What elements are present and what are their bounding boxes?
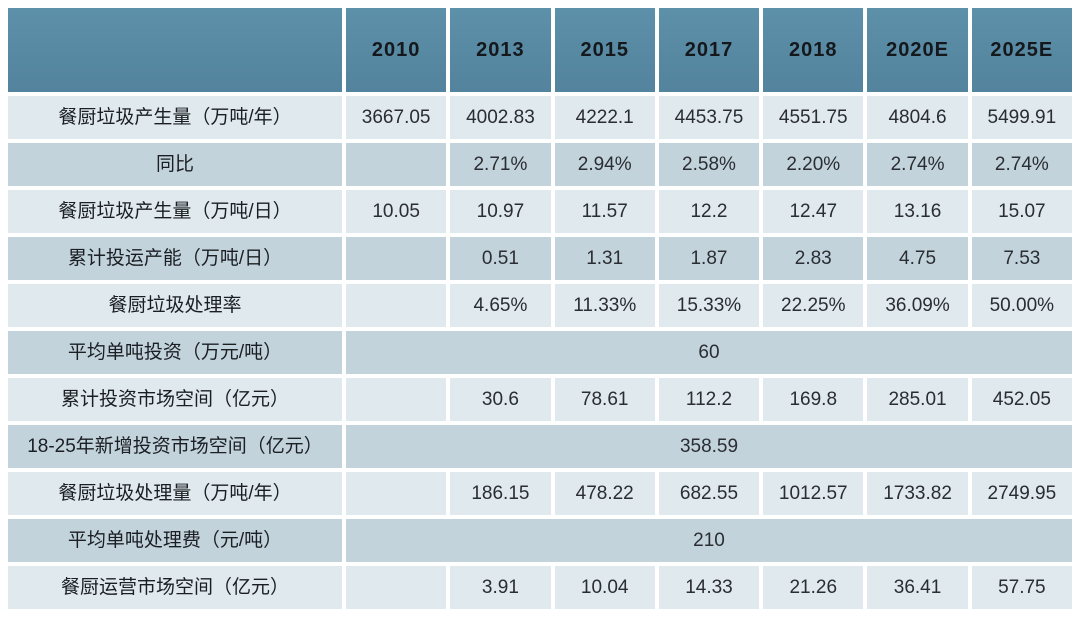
- row-label-cell: 同比: [8, 143, 342, 186]
- value-cell: 5499.91: [971, 96, 1072, 139]
- value-cell: 14.33: [658, 566, 760, 609]
- table-row: 餐厨垃圾处理率 4.65% 11.33% 15.33% 22.25% 36.09% 50.0…: [8, 284, 1072, 327]
- value-cell: 186.15: [450, 472, 551, 515]
- row-label-cell: 平均单吨处理费（元/吨）: [8, 519, 342, 562]
- header-cell-2025e: 2025E: [971, 8, 1072, 92]
- table-row: 累计投资市场空间（亿元） 30.6 78.61 112.2 169.8 285.01 452…: [8, 378, 1072, 421]
- value-cell: 3.91: [450, 566, 551, 609]
- value-cell: 2749.95: [971, 472, 1072, 515]
- value-cell: 452.05: [971, 378, 1072, 421]
- row-label-cell: 18-25年新增投资市场空间（亿元）: [8, 425, 342, 468]
- value-cell: 57.75: [971, 566, 1072, 609]
- row-label-cell: 平均单吨投资（万元/吨）: [8, 331, 342, 374]
- value-cell: 112.2: [658, 378, 760, 421]
- value-cell: 12.2: [658, 190, 760, 233]
- value-cell: 4.75: [867, 237, 968, 280]
- value-cell: 2.94%: [554, 143, 655, 186]
- value-cell: 478.22: [554, 472, 655, 515]
- value-cell: 11.33%: [554, 284, 655, 327]
- merged-value-cell: 358.59: [346, 425, 1072, 468]
- value-cell: 50.00%: [971, 284, 1072, 327]
- merged-value-cell: 210: [346, 519, 1072, 562]
- value-cell: 1.87: [658, 237, 760, 280]
- value-cell: 21.26: [763, 566, 864, 609]
- value-cell: 2.71%: [450, 143, 551, 186]
- table-row: 餐厨垃圾产生量（万吨/年） 3667.05 4002.83 4222.1 4453.75…: [8, 96, 1072, 139]
- value-cell: 1.31: [554, 237, 655, 280]
- header-cell-2020e: 2020E: [867, 8, 968, 92]
- header-cell-2013: 2013: [450, 8, 551, 92]
- value-cell: 78.61: [554, 378, 655, 421]
- table-row: 平均单吨处理费（元/吨） 210: [8, 519, 1072, 562]
- row-label-cell: 餐厨垃圾处理率: [8, 284, 342, 327]
- value-cell: 4002.83: [450, 96, 551, 139]
- value-cell: 15.33%: [658, 284, 760, 327]
- value-cell: 2.74%: [971, 143, 1072, 186]
- value-cell: 4222.1: [554, 96, 655, 139]
- value-cell: 30.6: [450, 378, 551, 421]
- value-cell: 2.58%: [658, 143, 760, 186]
- table-row: 累计投运产能（万吨/日） 0.51 1.31 1.87 2.83 4.75 7.53: [8, 237, 1072, 280]
- value-cell: [346, 472, 447, 515]
- table-row: 同比 2.71% 2.94% 2.58% 2.20% 2.74% 2.74%: [8, 143, 1072, 186]
- value-cell: 285.01: [867, 378, 968, 421]
- value-cell: [346, 143, 447, 186]
- value-cell: 11.57: [554, 190, 655, 233]
- value-cell: 1733.82: [867, 472, 968, 515]
- table-row: 平均单吨投资（万元/吨） 60: [8, 331, 1072, 374]
- value-cell: 10.04: [554, 566, 655, 609]
- value-cell: 7.53: [971, 237, 1072, 280]
- row-label-cell: 累计投运产能（万吨/日）: [8, 237, 342, 280]
- value-cell: 4551.75: [763, 96, 864, 139]
- value-cell: [346, 378, 447, 421]
- value-cell: 22.25%: [763, 284, 864, 327]
- row-label-cell: 餐厨垃圾产生量（万吨/年）: [8, 96, 342, 139]
- value-cell: 2.20%: [763, 143, 864, 186]
- value-cell: 3667.05: [346, 96, 447, 139]
- row-label-cell: 累计投资市场空间（亿元）: [8, 378, 342, 421]
- table-row: 餐厨运营市场空间（亿元） 3.91 10.04 14.33 21.26 36.41 57.7…: [8, 566, 1072, 609]
- table-row: 18-25年新增投资市场空间（亿元） 358.59: [8, 425, 1072, 468]
- table-row: 餐厨垃圾处理量（万吨/年） 186.15 478.22 682.55 1012.57 17…: [8, 472, 1072, 515]
- value-cell: 13.16: [867, 190, 968, 233]
- value-cell: 4.65%: [450, 284, 551, 327]
- value-cell: 2.83: [763, 237, 864, 280]
- value-cell: [346, 566, 447, 609]
- value-cell: [346, 237, 447, 280]
- header-cell-2018: 2018: [763, 8, 864, 92]
- value-cell: 2.74%: [867, 143, 968, 186]
- row-label-cell: 餐厨运营市场空间（亿元）: [8, 566, 342, 609]
- value-cell: 169.8: [763, 378, 864, 421]
- value-cell: 0.51: [450, 237, 551, 280]
- value-cell: 4804.6: [867, 96, 968, 139]
- value-cell: 12.47: [763, 190, 864, 233]
- value-cell: 4453.75: [658, 96, 760, 139]
- value-cell: [346, 284, 447, 327]
- value-cell: 10.05: [346, 190, 447, 233]
- header-cell-2015: 2015: [554, 8, 655, 92]
- row-label-cell: 餐厨垃圾产生量（万吨/日）: [8, 190, 342, 233]
- header-cell-2017: 2017: [658, 8, 760, 92]
- table-header-row: 2010 2013 2015 2017 2018 2020E 2025E: [8, 8, 1072, 92]
- value-cell: 1012.57: [763, 472, 864, 515]
- table-body: 餐厨垃圾产生量（万吨/年） 3667.05 4002.83 4222.1 4453.75…: [8, 96, 1072, 609]
- value-cell: 10.97: [450, 190, 551, 233]
- header-cell-blank: [8, 8, 342, 92]
- row-label-cell: 餐厨垃圾处理量（万吨/年）: [8, 472, 342, 515]
- value-cell: 682.55: [658, 472, 760, 515]
- value-cell: 36.41: [867, 566, 968, 609]
- value-cell: 15.07: [971, 190, 1072, 233]
- table-row: 餐厨垃圾产生量（万吨/日） 10.05 10.97 11.57 12.2 12.47 13.…: [8, 190, 1072, 233]
- merged-value-cell: 60: [346, 331, 1072, 374]
- header-cell-2010: 2010: [346, 8, 447, 92]
- data-table: 2010 2013 2015 2017 2018 2020E 2025E 餐厨垃…: [4, 4, 1076, 613]
- value-cell: 36.09%: [867, 284, 968, 327]
